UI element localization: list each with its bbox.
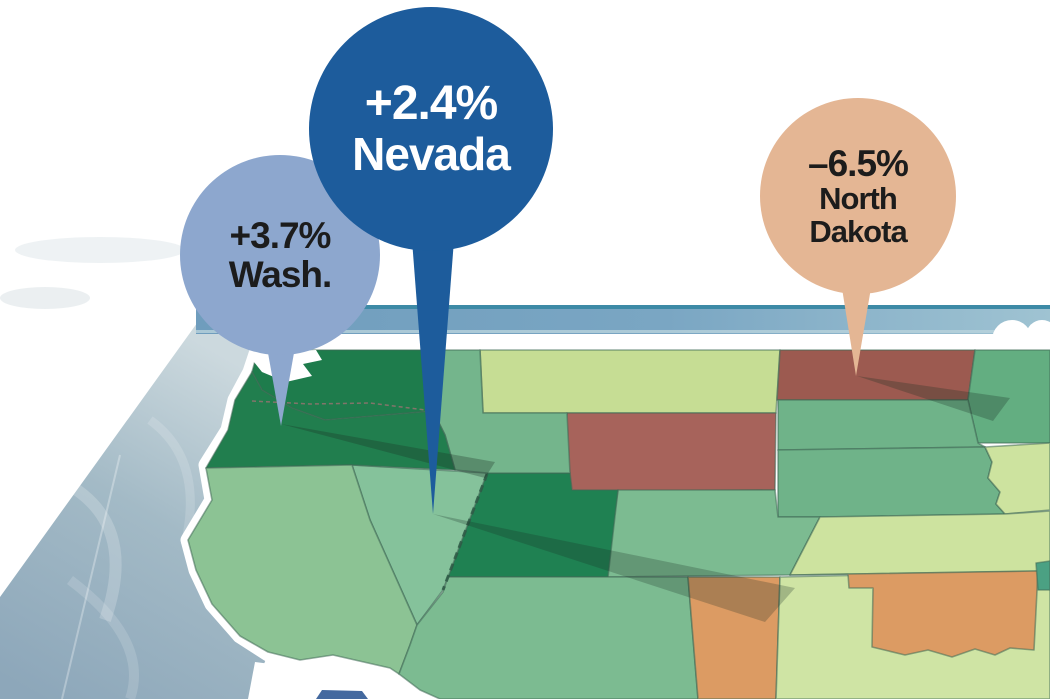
callout-nevada-bubble — [309, 7, 553, 251]
state-nebraska — [777, 446, 1006, 518]
callout-washington-bubble — [180, 155, 380, 355]
state-oklahoma — [789, 570, 1039, 658]
state-kansas — [789, 510, 1050, 576]
callout-washington-pointer — [265, 336, 297, 426]
north-water-band-top-edge — [196, 305, 1050, 309]
washington-pin-shadow — [281, 424, 495, 478]
state-california — [187, 464, 418, 675]
north-dakota-pin-shadow — [857, 376, 1010, 421]
cropped-blue-pin — [316, 690, 368, 699]
state-minnesota — [967, 349, 1050, 444]
nevada-utah-border — [441, 473, 489, 591]
state-new-mexico — [687, 576, 781, 699]
state-south-dakota — [777, 399, 986, 451]
nevada-pin-shadow — [433, 514, 795, 622]
state-oregon — [205, 371, 456, 471]
pacific-ocean — [0, 312, 268, 699]
state-wyoming — [552, 412, 777, 493]
ocean-wave-streak — [66, 576, 139, 699]
background-smudge — [0, 287, 90, 309]
state-iowa — [984, 442, 1050, 515]
ocean-wave-streak — [57, 474, 122, 622]
ocean-seam — [61, 454, 121, 699]
coastline-south-band — [248, 662, 460, 699]
callout-nevada-pointer — [412, 240, 454, 514]
state-missouri — [1035, 560, 1050, 591]
north-water-band-bottom-edge — [196, 330, 1050, 333]
coast-bump — [1026, 320, 1050, 352]
callout-north-dakota-bubble — [760, 98, 956, 294]
state-arizona — [398, 576, 699, 699]
state-montana — [479, 349, 781, 414]
background-smudge — [15, 237, 185, 263]
callout-north-dakota-pointer — [841, 282, 872, 376]
